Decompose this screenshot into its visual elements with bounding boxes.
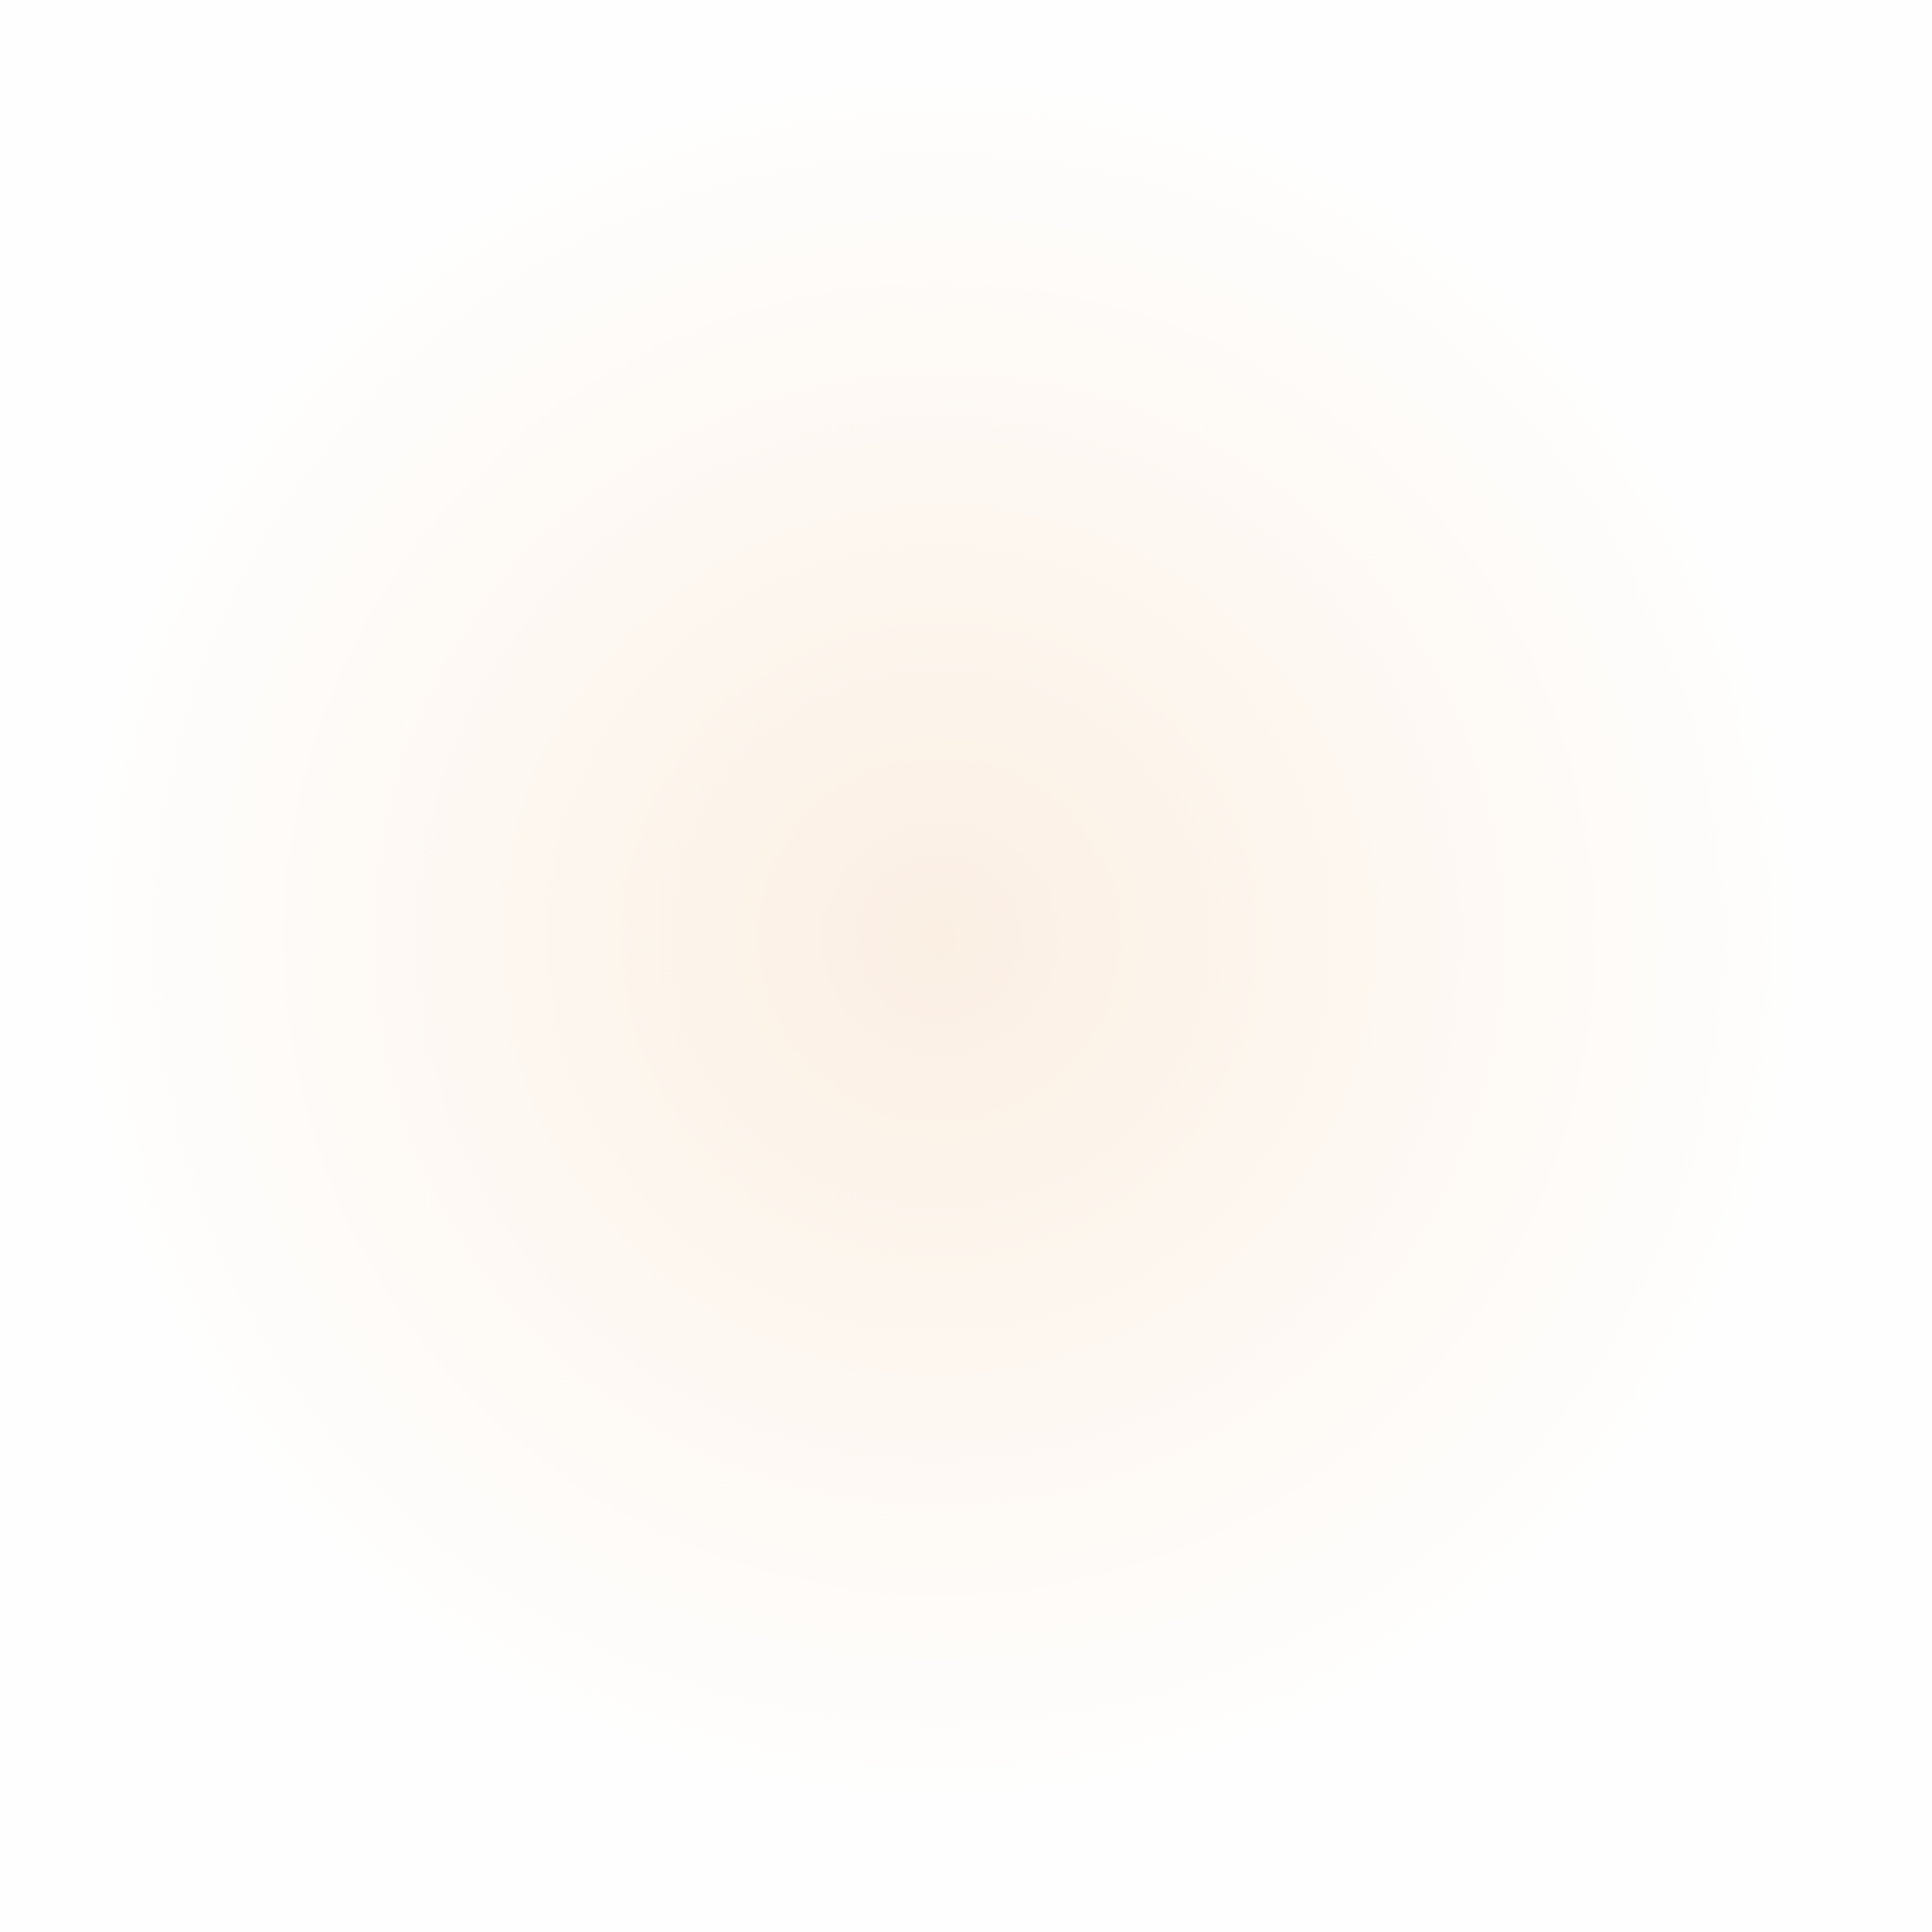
radial-glow-background xyxy=(0,0,1932,1932)
